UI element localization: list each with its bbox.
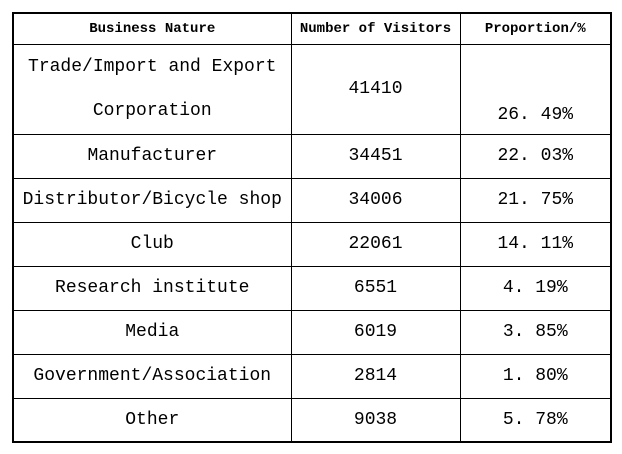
header-business-nature: Business Nature — [12, 12, 292, 45]
visitors-cell: 34451 — [290, 133, 461, 179]
business-nature-table: Business Nature Number of Visitors Propo… — [12, 12, 612, 443]
business-nature-lines: Trade/Import and Export Corporation — [14, 45, 290, 133]
visitors-cell: 22061 — [290, 221, 461, 267]
business-nature-line-2: Corporation — [92, 101, 212, 121]
table-row: Media 6019 3. 85% — [12, 309, 612, 355]
business-nature-cell: Trade/Import and Export Corporation — [12, 43, 292, 135]
proportion-cell: 3. 85% — [459, 309, 612, 355]
visitors-cell: 6551 — [290, 265, 461, 311]
proportion-cell: 14. 11% — [459, 221, 612, 267]
business-nature-line-1: Trade/Import and Export — [28, 57, 277, 77]
business-nature-cell: Research institute — [12, 265, 292, 311]
proportion-cell: 4. 19% — [459, 265, 612, 311]
visitors-cell: 9038 — [290, 397, 461, 443]
proportion-cell: 26. 49% — [459, 43, 612, 135]
table-row: Other 9038 5. 78% — [12, 397, 612, 443]
table-row: Club 22061 14. 11% — [12, 221, 612, 267]
visitors-cell: 6019 — [290, 309, 461, 355]
table-row: Distributor/Bicycle shop 34006 21. 75% — [12, 177, 612, 223]
proportion-cell: 21. 75% — [459, 177, 612, 223]
proportion-cell: 22. 03% — [459, 133, 612, 179]
business-nature-cell: Club — [12, 221, 292, 267]
header-number-of-visitors: Number of Visitors — [290, 12, 461, 45]
table-row: Manufacturer 34451 22. 03% — [12, 133, 612, 179]
table-row: Trade/Import and Export Corporation 4141… — [12, 43, 612, 135]
business-nature-cell: Distributor/Bicycle shop — [12, 177, 292, 223]
visitors-cell: 41410 — [290, 43, 461, 135]
business-nature-cell: Other — [12, 397, 292, 443]
visitors-cell: 2814 — [290, 353, 461, 399]
table-row: Research institute 6551 4. 19% — [12, 265, 612, 311]
table-row: Government/Association 2814 1. 80% — [12, 353, 612, 399]
business-nature-cell: Government/Association — [12, 353, 292, 399]
proportion-cell: 5. 78% — [459, 397, 612, 443]
visitors-cell: 34006 — [290, 177, 461, 223]
proportion-cell: 1. 80% — [459, 353, 612, 399]
business-nature-cell: Media — [12, 309, 292, 355]
business-nature-cell: Manufacturer — [12, 133, 292, 179]
header-row: Business Nature Number of Visitors Propo… — [12, 12, 612, 45]
header-proportion: Proportion/% — [459, 12, 612, 45]
